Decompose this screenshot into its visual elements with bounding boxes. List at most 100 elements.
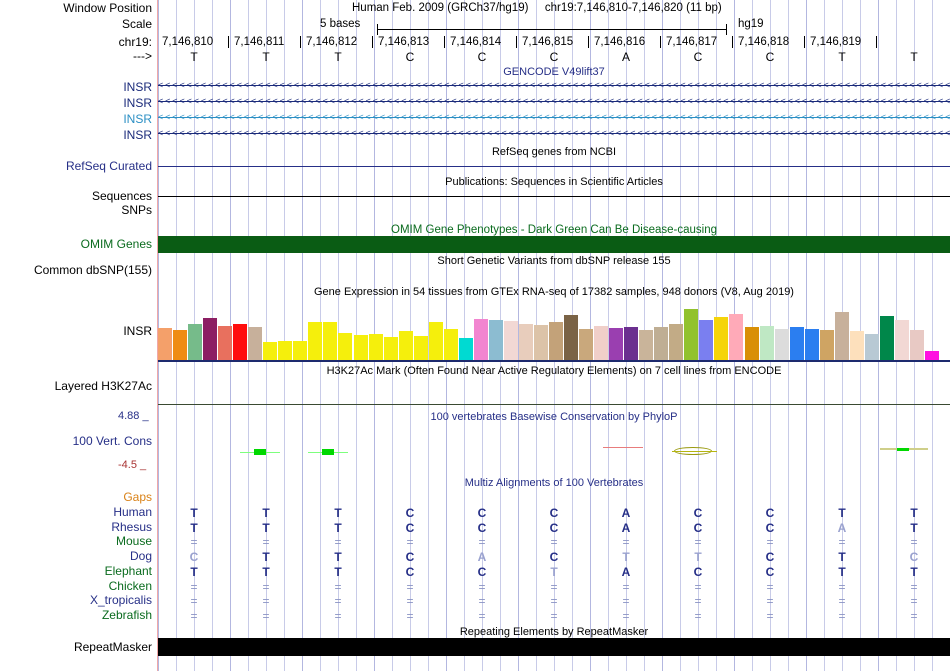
- gtex-expression-barchart[interactable]: [158, 303, 950, 360]
- gtex-tissue-bar[interactable]: [248, 327, 262, 360]
- dbsnp-track-title[interactable]: Short Genetic Variants from dbSNP releas…: [437, 255, 671, 267]
- gtex-tissue-bar[interactable]: [910, 330, 924, 360]
- alignment-row[interactable]: = = = = = = = = = = =: [158, 594, 950, 608]
- gtex-tissue-bar[interactable]: [760, 326, 774, 360]
- gtex-tissue-bar[interactable]: [519, 324, 533, 360]
- gtex-tissue-bar[interactable]: [729, 314, 743, 360]
- omim-gene-feature[interactable]: [158, 236, 950, 253]
- gtex-tissue-bar[interactable]: [549, 322, 563, 360]
- species-label[interactable]: Chicken: [108, 579, 152, 593]
- gtex-tissue-bar[interactable]: [865, 334, 879, 360]
- gtex-tissue-bar[interactable]: [323, 322, 337, 360]
- gtex-tissue-bar[interactable]: [384, 337, 398, 360]
- gtex-tissue-bar[interactable]: [233, 324, 247, 360]
- gtex-tissue-bar[interactable]: [489, 320, 503, 360]
- gtex-tissue-bar[interactable]: [880, 316, 894, 360]
- h3k27ac-track-title[interactable]: H3K27Ac Mark (Often Found Near Active Re…: [326, 365, 782, 377]
- gtex-tissue-bar[interactable]: [609, 328, 623, 360]
- gtex-tissue-bar[interactable]: [895, 320, 909, 360]
- gencode-gene-body[interactable]: <<<<<<<<<<<<<<<<<<<<<<<<<<<<<<<<<<<<<<<<…: [158, 112, 950, 123]
- h3k27ac-label[interactable]: Layered H3K27Ac: [54, 379, 152, 393]
- gtex-tissue-bar[interactable]: [579, 329, 593, 360]
- gtex-tissue-bar[interactable]: [624, 327, 638, 360]
- gtex-tissue-bar[interactable]: [775, 329, 789, 360]
- sequences-label[interactable]: Sequences: [91, 189, 152, 203]
- gtex-tissue-bar[interactable]: [504, 321, 518, 360]
- gtex-tissue-bar[interactable]: [293, 341, 307, 360]
- gtex-tissue-bar[interactable]: [835, 312, 849, 360]
- gtex-tissue-bar[interactable]: [534, 325, 548, 360]
- gtex-tissue-bar[interactable]: [308, 322, 322, 360]
- species-label[interactable]: Human: [113, 505, 152, 519]
- gtex-tissue-bar[interactable]: [278, 341, 292, 360]
- gtex-tissue-bar[interactable]: [699, 320, 713, 360]
- gencode-gene-label[interactable]: INSR: [123, 128, 152, 142]
- gtex-tissue-bar[interactable]: [188, 324, 202, 360]
- gtex-tissue-bar[interactable]: [714, 317, 728, 360]
- gtex-tissue-bar[interactable]: [684, 309, 698, 360]
- gencode-track-title[interactable]: GENCODE V49lift37: [503, 66, 605, 78]
- gtex-tissue-bar[interactable]: [850, 331, 864, 360]
- gencode-gene-label[interactable]: INSR: [123, 80, 152, 94]
- gtex-tissue-bar[interactable]: [594, 326, 608, 360]
- gtex-gene-label[interactable]: INSR: [123, 324, 152, 338]
- alignment-row[interactable]: = = = = = = = = = = =: [158, 580, 950, 594]
- publications-track-title[interactable]: Publications: Sequences in Scientific Ar…: [445, 176, 663, 188]
- snps-label[interactable]: SNPs: [121, 203, 152, 217]
- gtex-tissue-bar[interactable]: [444, 329, 458, 360]
- alignment-row[interactable]: = = = = = = = = = = =: [158, 609, 950, 623]
- gtex-tissue-bar[interactable]: [173, 330, 187, 360]
- gtex-tissue-bar[interactable]: [158, 328, 172, 360]
- gtex-tissue-bar[interactable]: [429, 322, 443, 360]
- gtex-track-title[interactable]: Gene Expression in 54 tissues from GTEx …: [314, 286, 794, 298]
- conservation-peak-3[interactable]: [603, 443, 643, 452]
- gtex-tissue-bar[interactable]: [414, 336, 428, 360]
- omim-track-title[interactable]: OMIM Gene Phenotypes - Dark Green Can Be…: [391, 224, 717, 236]
- species-label[interactable]: Zebrafish: [101, 608, 152, 622]
- species-label[interactable]: Elephant: [104, 564, 152, 578]
- gencode-gene-label[interactable]: INSR: [123, 112, 152, 126]
- gencode-gene-body[interactable]: <<<<<<<<<<<<<<<<<<<<<<<<<<<<<<<<<<<<<<<<…: [158, 96, 950, 107]
- gtex-tissue-bar[interactable]: [474, 319, 488, 360]
- omim-genes-label[interactable]: OMIM Genes: [80, 237, 152, 251]
- gtex-tissue-bar[interactable]: [218, 326, 232, 360]
- gencode-gene-body[interactable]: <<<<<<<<<<<<<<<<<<<<<<<<<<<<<<<<<<<<<<<<…: [158, 128, 950, 139]
- species-label[interactable]: Rhesus: [111, 520, 152, 534]
- gtex-tissue-bar[interactable]: [639, 330, 653, 360]
- gtex-tissue-bar[interactable]: [745, 327, 759, 360]
- repeatmasker-feature[interactable]: [158, 638, 950, 656]
- gtex-tissue-bar[interactable]: [790, 327, 804, 360]
- gtex-tissue-bar[interactable]: [459, 338, 473, 360]
- gtex-tissue-bar[interactable]: [805, 329, 819, 360]
- gencode-gene-label[interactable]: INSR: [123, 96, 152, 110]
- gaps-label[interactable]: Gaps: [123, 490, 152, 504]
- multiz-track-title[interactable]: Multiz Alignments of 100 Vertebrates: [464, 477, 644, 489]
- gtex-tissue-bar[interactable]: [354, 335, 368, 360]
- refseq-label[interactable]: RefSeq Curated: [65, 159, 152, 173]
- gtex-tissue-bar[interactable]: [925, 351, 939, 360]
- gtex-tissue-bar[interactable]: [820, 330, 834, 360]
- coordinate-ruler[interactable]: 7,146,810 7,146,811 7,146,812 7,146,813 7,14…: [158, 36, 950, 50]
- conservation-track-title[interactable]: 100 vertebrates Basewise Conservation by…: [430, 411, 678, 423]
- publications-feature-line[interactable]: [158, 196, 950, 197]
- gtex-tissue-bar[interactable]: [338, 333, 352, 360]
- gtex-tissue-bar[interactable]: [654, 327, 668, 360]
- species-label[interactable]: Mouse: [115, 534, 152, 548]
- refseq-track-title[interactable]: RefSeq genes from NCBI: [491, 146, 617, 158]
- species-label[interactable]: X_tropicalis: [89, 593, 152, 607]
- refseq-feature-line[interactable]: [158, 166, 950, 167]
- gtex-tissue-bar[interactable]: [399, 331, 413, 360]
- conservation-peak-5[interactable]: [880, 444, 928, 453]
- species-label[interactable]: Dog: [129, 549, 152, 563]
- dbsnp-label[interactable]: Common dbSNP(155): [33, 263, 152, 277]
- gtex-tissue-bar[interactable]: [564, 315, 578, 360]
- repeatmasker-label[interactable]: RepeatMasker: [73, 640, 152, 654]
- conservation-label[interactable]: 100 Vert. Cons: [72, 434, 152, 448]
- conservation-peak-2[interactable]: [308, 448, 348, 457]
- repeatmasker-track-title[interactable]: Repeating Elements by RepeatMasker: [459, 626, 649, 638]
- gtex-tissue-bar[interactable]: [669, 324, 683, 360]
- gtex-tissue-bar[interactable]: [263, 342, 277, 360]
